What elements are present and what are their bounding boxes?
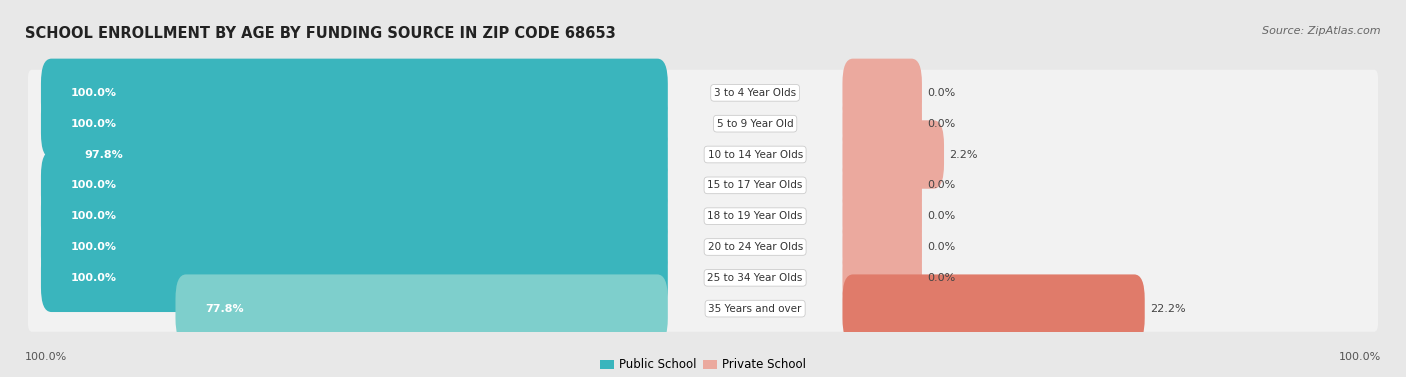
FancyBboxPatch shape [842,244,922,312]
FancyBboxPatch shape [28,101,1378,147]
Text: 5 to 9 Year Old: 5 to 9 Year Old [717,119,793,129]
FancyBboxPatch shape [41,151,668,219]
FancyBboxPatch shape [55,120,668,189]
Text: 77.8%: 77.8% [205,303,245,314]
Text: SCHOOL ENROLLMENT BY AGE BY FUNDING SOURCE IN ZIP CODE 68653: SCHOOL ENROLLMENT BY AGE BY FUNDING SOUR… [25,26,616,41]
Text: 0.0%: 0.0% [927,211,956,221]
Text: 15 to 17 Year Olds: 15 to 17 Year Olds [707,180,803,190]
Legend: Public School, Private School: Public School, Private School [595,354,811,376]
Text: 0.0%: 0.0% [927,242,956,252]
FancyBboxPatch shape [41,244,668,312]
Text: 0.0%: 0.0% [927,119,956,129]
FancyBboxPatch shape [842,120,943,189]
Text: 0.0%: 0.0% [927,180,956,190]
FancyBboxPatch shape [28,70,1378,116]
FancyBboxPatch shape [842,59,922,127]
Text: 100.0%: 100.0% [70,119,117,129]
FancyBboxPatch shape [842,182,922,250]
FancyBboxPatch shape [28,193,1378,239]
FancyBboxPatch shape [41,89,668,158]
Text: 25 to 34 Year Olds: 25 to 34 Year Olds [707,273,803,283]
Text: 100.0%: 100.0% [25,352,67,362]
Text: Source: ZipAtlas.com: Source: ZipAtlas.com [1263,26,1381,37]
FancyBboxPatch shape [28,285,1378,332]
Text: 0.0%: 0.0% [927,88,956,98]
FancyBboxPatch shape [41,59,668,127]
FancyBboxPatch shape [28,132,1378,178]
Text: 0.0%: 0.0% [927,273,956,283]
Text: 3 to 4 Year Olds: 3 to 4 Year Olds [714,88,796,98]
Text: 100.0%: 100.0% [70,211,117,221]
FancyBboxPatch shape [28,162,1378,208]
Text: 100.0%: 100.0% [70,273,117,283]
Text: 100.0%: 100.0% [70,88,117,98]
FancyBboxPatch shape [176,274,668,343]
Text: 100.0%: 100.0% [1339,352,1381,362]
Text: 100.0%: 100.0% [70,180,117,190]
Text: 20 to 24 Year Olds: 20 to 24 Year Olds [707,242,803,252]
Text: 22.2%: 22.2% [1150,303,1185,314]
FancyBboxPatch shape [28,224,1378,270]
Text: 97.8%: 97.8% [84,150,122,159]
FancyBboxPatch shape [842,89,922,158]
Text: 10 to 14 Year Olds: 10 to 14 Year Olds [707,150,803,159]
FancyBboxPatch shape [842,151,922,219]
Text: 100.0%: 100.0% [70,242,117,252]
FancyBboxPatch shape [28,255,1378,301]
FancyBboxPatch shape [842,274,1144,343]
Text: 35 Years and over: 35 Years and over [709,303,801,314]
FancyBboxPatch shape [41,213,668,281]
Text: 2.2%: 2.2% [949,150,977,159]
FancyBboxPatch shape [41,182,668,250]
FancyBboxPatch shape [842,213,922,281]
Text: 18 to 19 Year Olds: 18 to 19 Year Olds [707,211,803,221]
